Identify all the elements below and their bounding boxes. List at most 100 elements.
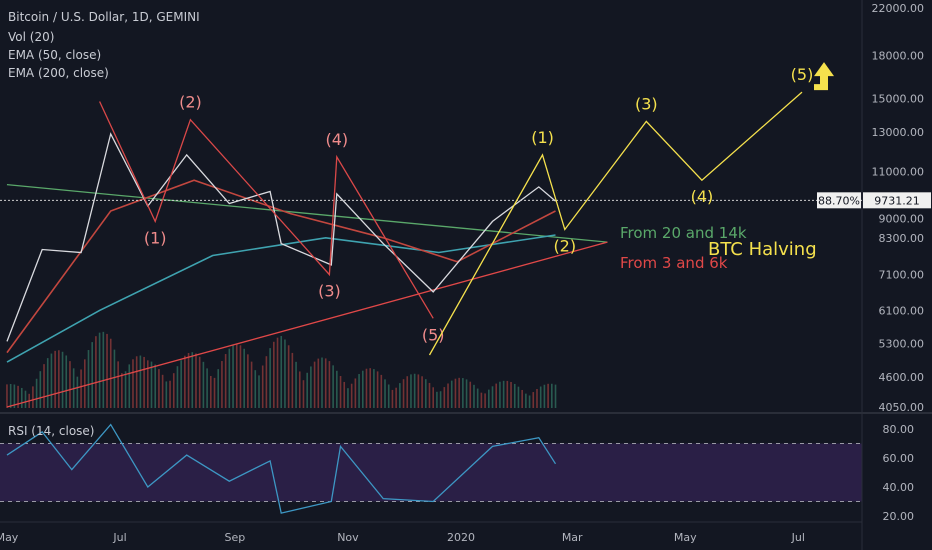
red-wave-label: (1)	[144, 228, 167, 247]
volume-bar	[210, 375, 212, 408]
red-wave-label: (3)	[318, 282, 341, 301]
last-price-percent: 88.70%	[818, 194, 860, 207]
price-line	[6, 132, 556, 342]
volume-bar	[121, 373, 123, 408]
volume-bar	[336, 370, 338, 408]
volume-bar	[417, 374, 420, 408]
volume-bar	[13, 384, 16, 408]
trendline-red	[6, 241, 608, 408]
legend-ema200: EMA (200, close)	[8, 66, 109, 80]
volume-bar	[313, 361, 316, 408]
volume-bar	[343, 381, 346, 408]
volume-bar	[43, 364, 45, 408]
volume-bar	[365, 368, 368, 408]
legend-vol: Vol (20)	[8, 30, 55, 44]
volume-bar	[517, 386, 520, 408]
volume-bar	[324, 358, 327, 408]
volume-bar	[298, 371, 301, 408]
volume-bar	[39, 371, 42, 408]
red-wave-label: (4)	[325, 130, 348, 149]
volume-bar	[547, 383, 549, 408]
volume-bar	[95, 336, 97, 408]
volume-bar	[46, 358, 49, 408]
volume-bar	[128, 364, 131, 408]
volume-bar	[228, 348, 231, 408]
legend-ema50: EMA (50, close)	[8, 48, 102, 62]
yellow-wave-label: (3)	[635, 94, 658, 113]
volume-bar	[499, 381, 501, 408]
volume-bar	[373, 369, 375, 408]
volume-bar	[135, 356, 138, 408]
volume-bar	[20, 387, 23, 408]
up-arrow-icon	[814, 62, 834, 91]
volume-bar	[528, 395, 531, 408]
volume-bar	[380, 374, 383, 408]
volume-bar	[536, 388, 538, 408]
volume-bar	[350, 383, 353, 408]
volume-bar	[469, 381, 472, 408]
volume-bar	[17, 385, 19, 408]
volume-bar	[506, 380, 509, 408]
time-tick-label: 2020	[447, 531, 475, 544]
volume-bar	[239, 345, 242, 408]
volume-bar	[476, 388, 479, 408]
volume-bar	[454, 378, 457, 408]
volume-bar	[91, 342, 94, 408]
volume-bar	[432, 387, 435, 408]
volume-bar	[176, 366, 179, 408]
volume-bar	[195, 353, 197, 408]
volume-bar	[532, 392, 535, 408]
volume-bar	[458, 377, 460, 408]
price-tick-label: 8300.00	[879, 232, 925, 245]
price-tick-label: 18000.00	[872, 49, 925, 62]
rsi-tick-label: 20.00	[883, 510, 915, 523]
volume-bar	[354, 378, 357, 408]
chart-title: Bitcoin / U.S. Dollar, 1D, GEMINI	[8, 10, 200, 24]
rsi-tick-label: 40.00	[883, 481, 915, 494]
price-tick-label: 5300.00	[879, 338, 925, 351]
volume-bar	[502, 380, 505, 408]
volume-bar	[109, 338, 112, 408]
volume-bar	[513, 383, 516, 408]
volume-bar	[317, 358, 320, 408]
volume-bar	[443, 387, 446, 408]
volume-bar	[510, 381, 512, 408]
volume-bar	[69, 361, 71, 408]
volume-bar	[284, 339, 286, 408]
volume-bar	[158, 369, 160, 408]
volume-bar	[224, 354, 227, 408]
volume-bar	[165, 381, 168, 408]
volume-bar	[347, 388, 349, 408]
volume-bar	[428, 382, 431, 408]
volume-bar	[525, 393, 527, 408]
volume-bar	[132, 359, 134, 408]
volume-bar	[206, 368, 208, 408]
volume-bar	[376, 371, 379, 408]
volume-bar	[124, 371, 127, 408]
yellow-wave-label: (5)	[791, 65, 814, 84]
yellow-wave-label: (4)	[691, 187, 714, 206]
volume-bar	[83, 359, 86, 408]
volume-bar	[154, 364, 157, 408]
yellow-wave-label: (2)	[553, 236, 576, 255]
volume-bar	[202, 361, 205, 408]
time-tick-label: May	[0, 531, 19, 544]
volume-bar	[9, 384, 12, 408]
volume-bar	[539, 386, 542, 408]
last-price-percent-box	[817, 192, 861, 209]
volume-bar	[87, 350, 90, 408]
volume-bar	[321, 357, 323, 408]
yellow-wave-line	[428, 91, 803, 356]
volume-bar	[180, 360, 182, 408]
volume-bar	[172, 373, 175, 408]
volume-bar	[302, 380, 305, 408]
rsi-line	[6, 423, 557, 514]
time-tick-label: Mar	[562, 531, 583, 544]
trendline-green-label: From 20 and 14k	[620, 224, 747, 242]
volume-bar	[387, 384, 390, 408]
price-tick-label: 4600.00	[879, 371, 925, 384]
volume-bar	[473, 384, 475, 408]
ema200-line	[6, 234, 556, 363]
volume-bar	[65, 355, 68, 408]
